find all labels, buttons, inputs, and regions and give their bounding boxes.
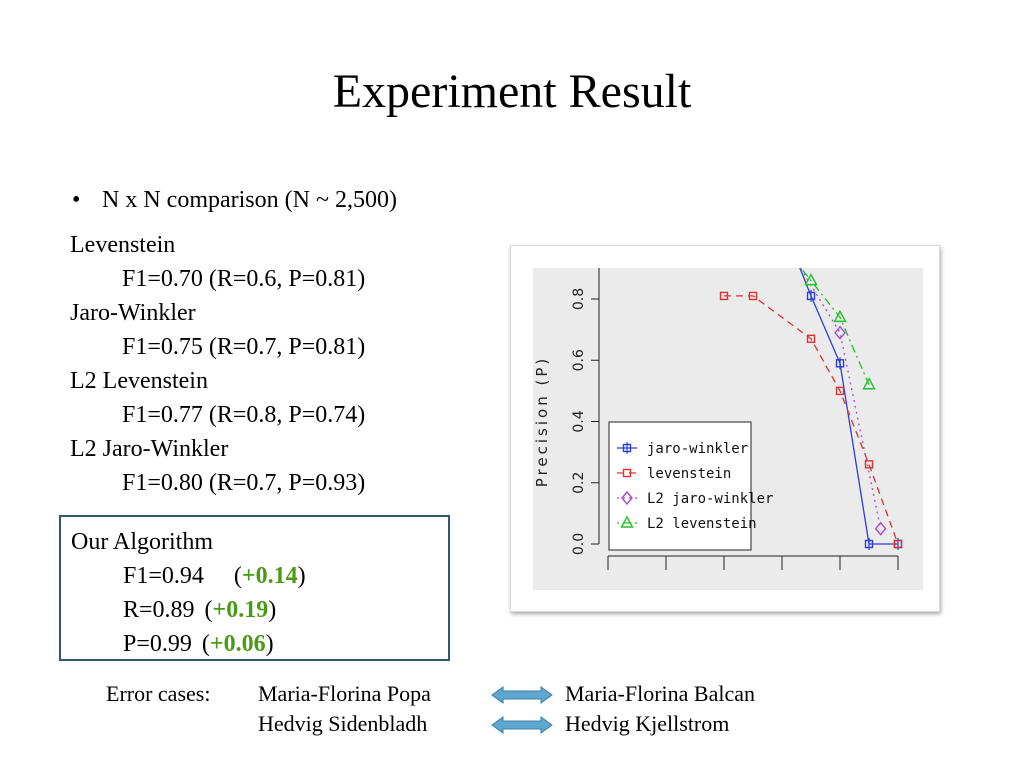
data-point [719,291,729,301]
legend-box [608,421,752,551]
error-pair-from: Hedvig Sidenbladh [258,711,428,736]
bullet-symbol: • [72,187,81,213]
precision-chart: 0.0 0.2 0.4 0.6 0.8 Precision (P) jaro-winkler… [533,268,923,590]
data-point [621,490,633,506]
data-point [804,273,818,286]
result-metric: F1=0.77 (R=0.8, P=0.74) [122,402,366,428]
y-tick-label: 0.4 [571,410,587,432]
data-point [748,291,758,301]
series-l2-levenstein [799,268,876,390]
our-f1-label: F1=0.94 [123,563,204,589]
data-point [864,460,874,469]
our-algorithm-box: Our Algorithm F1=0.94 (+0.14) R=0.89 (+0.1… [59,515,450,661]
data-point [833,309,847,323]
legend-label: L2 jaro-winkler [647,491,773,507]
our-recall-label: R=0.89 [123,597,195,623]
our-recall: R=0.89 (+0.19) [123,597,277,623]
result-name: L2 Levenstein [70,368,208,394]
data-point [834,325,846,340]
our-precision-gain: +0.06 [209,631,266,657]
legend-label: jaro-winkler [647,441,748,457]
data-point [862,377,876,390]
chart-legend: jaro-winkler levenstein L2 jaro-winkler L2 … [608,421,773,551]
y-tick-label: 0.2 [571,472,587,494]
data-point [620,515,634,528]
series-l2-jaro-winkler [799,268,887,536]
legend-label: levenstein [647,466,731,482]
result-metric: F1=0.70 (R=0.6, P=0.81) [122,266,366,292]
our-recall-gain: +0.19 [212,597,269,623]
result-metric: F1=0.75 (R=0.7, P=0.81) [122,334,366,360]
error-pair-to: Hedvig Kjellstrom [565,711,730,736]
error-pair-to: Maria-Florina Balcan [565,681,755,706]
double-arrow-icon [491,716,553,734]
data-point [835,386,845,396]
bullet-text: N x N comparison (N ~ 2,500) [102,187,397,213]
y-tick-label: 0.8 [571,288,587,310]
our-precision-label: P=0.99 [123,631,192,657]
our-f1: F1=0.94 (+0.14) [123,563,306,589]
data-point [806,334,816,344]
y-tick-label: 0.6 [571,349,587,371]
series-levenstein [719,291,903,549]
precision-chart-frame: 0.0 0.2 0.4 0.6 0.8 Precision (P) jaro-winkler… [510,245,940,612]
series-line [799,268,870,386]
slide-title: Experiment Result [332,65,692,118]
error-pair-from: Maria-Florina Popa [258,681,431,706]
series-line [724,295,899,545]
data-point [622,468,632,478]
bullet-item: • N x N comparison (N ~ 2,500) [72,184,397,216]
y-axis-title: Precision (P) [533,356,551,487]
data-point [874,521,887,536]
our-f1-gain: +0.14 [241,563,298,589]
double-arrow-icon [491,686,553,704]
result-name: Levenstein [70,232,176,258]
result-name: L2 Jaro-Winkler [70,436,229,462]
our-precision: P=0.99 (+0.06) [123,631,274,657]
data-point [893,539,903,549]
our-algorithm-title: Our Algorithm [71,529,213,555]
result-metric: F1=0.80 (R=0.7, P=0.93) [122,470,366,496]
y-tick-label: 0.0 [571,533,587,555]
result-name: Jaro-Winkler [70,300,196,326]
series-line [799,268,882,529]
legend-label: L2 levenstein [647,516,757,532]
error-cases-label: Error cases: [106,681,211,706]
baseline-results: Levenstein F1=0.70 (R=0.6, P=0.81) Jaro-… [70,228,365,500]
